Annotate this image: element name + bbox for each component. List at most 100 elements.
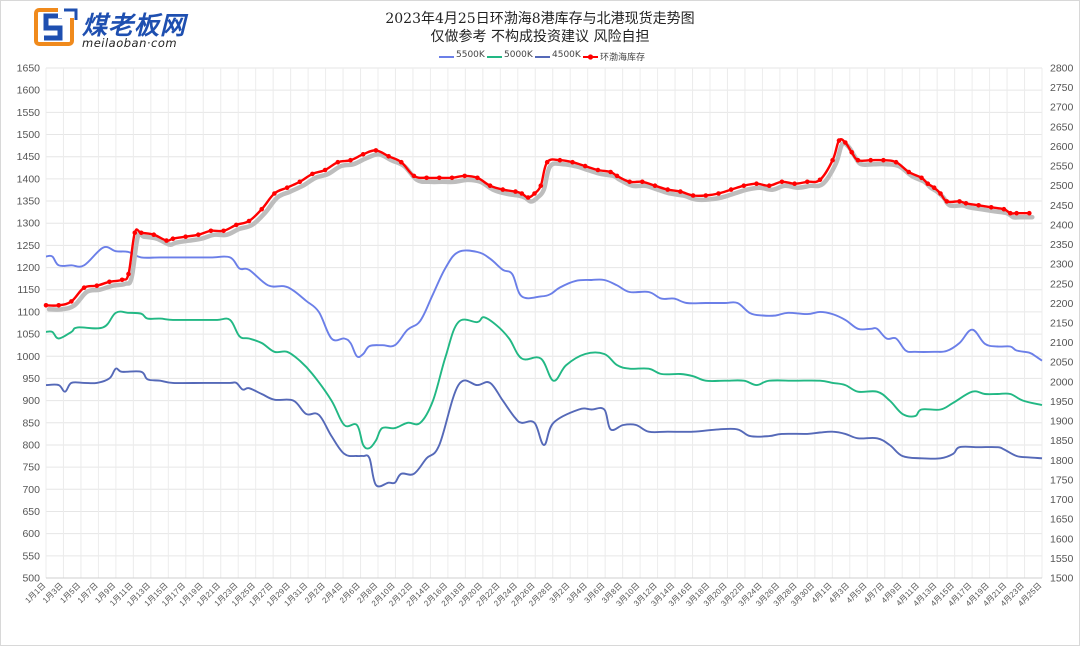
y-tick-label-right: 2450 [1050, 200, 1074, 212]
series-marker-inventory [944, 199, 950, 204]
series-marker-inventory [164, 238, 169, 243]
y-tick-label-left: 1550 [17, 107, 41, 119]
y-tick-label-left: 800 [22, 439, 40, 451]
series-marker-inventory [805, 179, 810, 185]
y-tick-label-right: 1800 [1050, 455, 1074, 467]
series-line-4500k [45, 367, 1043, 488]
series-marker-inventory [988, 205, 994, 210]
y-tick-label-left: 1050 [17, 329, 41, 341]
series-marker-inventory [849, 150, 854, 155]
y-tick-label-left: 900 [22, 395, 40, 407]
series-marker-inventory [81, 285, 87, 291]
logo-mark-icon [34, 8, 78, 46]
series-marker-inventory [487, 183, 493, 188]
series-marker-inventory [703, 193, 709, 198]
series-marker-inventory [449, 175, 455, 181]
y-tick-label-left: 950 [22, 373, 40, 385]
series-marker-inventory [151, 232, 157, 237]
legend-swatch-5500k [439, 56, 454, 58]
series-marker-inventory [360, 152, 366, 157]
series-marker-inventory [906, 169, 912, 175]
series-marker-inventory [196, 232, 201, 237]
series-marker-inventory [728, 187, 734, 192]
y-tick-label-right: 1750 [1050, 474, 1074, 486]
series-marker-inventory [69, 299, 74, 304]
series-marker-inventory [893, 159, 899, 165]
series-marker-inventory [272, 191, 277, 196]
legend-swatch-4500k [535, 56, 550, 58]
logo-text: 煤老板网 [82, 11, 187, 40]
y-tick-label-left: 1300 [17, 218, 41, 230]
series-marker-inventory [513, 189, 518, 194]
x-axis: 1月1日1月3日1月5日1月7日1月9日1月11日1月13日1月15日1月17日… [23, 577, 1043, 608]
y-tick-label-right: 2750 [1050, 82, 1074, 94]
y-tick-label-left: 700 [22, 484, 40, 496]
series-marker-inventory [119, 277, 125, 283]
y-tick-label-right: 2800 [1050, 63, 1074, 75]
y-tick-label-left: 600 [22, 528, 40, 540]
chart-subtitle: 仅做参考 不构成投资建议 风险自担 [430, 29, 650, 45]
chart-grid [45, 67, 1043, 579]
y-tick-label-right: 1550 [1050, 553, 1074, 565]
y-tick-label-right: 2500 [1050, 180, 1074, 192]
y-tick-label-left: 1350 [17, 196, 41, 208]
series-marker-inventory [297, 179, 303, 185]
legend-swatch-inventory [583, 54, 598, 60]
series-marker-inventory [544, 159, 550, 165]
series-marker-inventory [525, 195, 531, 200]
y-tick-label-left: 1000 [17, 351, 41, 363]
series-marker-inventory [1014, 210, 1019, 216]
series-line-5500k [45, 246, 1043, 362]
series-marker-inventory [608, 169, 613, 175]
y-tick-label-right: 2250 [1050, 278, 1074, 290]
y-tick-label-right: 1950 [1050, 396, 1074, 408]
y-tick-label-right: 2100 [1050, 337, 1074, 349]
series-marker-inventory [963, 201, 969, 206]
chart-series [43, 138, 1043, 488]
series-marker-inventory [126, 271, 131, 277]
series-marker-inventory [754, 181, 759, 186]
series-marker-inventory [107, 279, 112, 285]
series-marker-inventory [1027, 210, 1032, 216]
legend-label-inventory: 环渤海库存 [600, 53, 646, 63]
series-line-5000k [45, 310, 1043, 450]
y-tick-label-left: 1450 [17, 151, 41, 163]
series-marker-inventory [716, 191, 721, 196]
series-marker-inventory [627, 179, 632, 185]
series-marker-inventory [183, 234, 188, 239]
series-marker-inventory [373, 148, 379, 153]
series-marker-inventory [665, 187, 670, 192]
series-marker-inventory [246, 218, 252, 224]
y-tick-label-right: 2150 [1050, 318, 1074, 330]
series-marker-inventory [500, 187, 506, 192]
series-marker-inventory [817, 177, 823, 183]
series-marker-inventory [830, 157, 835, 163]
y-tick-label-right: 2350 [1050, 239, 1074, 251]
series-marker-inventory [284, 185, 290, 190]
series-marker-inventory [424, 175, 429, 181]
series-marker-inventory [221, 228, 226, 234]
series-marker-inventory [43, 303, 49, 308]
series-marker-inventory [938, 191, 943, 196]
series-marker-inventory [94, 283, 100, 289]
series-marker-inventory [919, 175, 924, 181]
site-logo[interactable]: 煤老板网 meilaoban·com [34, 8, 234, 52]
y-tick-label-right: 1500 [1050, 573, 1074, 585]
series-marker-inventory [792, 181, 797, 186]
y-tick-label-right: 2300 [1050, 259, 1074, 271]
series-marker-inventory [640, 179, 645, 185]
y-tick-label-left: 1650 [17, 63, 41, 75]
series-marker-inventory [462, 173, 468, 179]
series-marker-inventory [868, 157, 873, 163]
y-tick-label-right: 1700 [1050, 494, 1074, 506]
series-marker-inventory [595, 167, 601, 173]
y-tick-label-left: 650 [22, 506, 40, 518]
series-marker-inventory [766, 183, 772, 188]
y-tick-label-right: 2200 [1050, 298, 1074, 310]
series-marker-inventory [652, 183, 658, 188]
y-axis-left: 500 550 600 650 700 750 800 850 900 950 1000 1050 11… [17, 63, 41, 585]
series-marker-inventory [386, 154, 391, 159]
series-marker-inventory [678, 189, 683, 194]
y-tick-label-left: 1200 [17, 262, 41, 274]
y-tick-label-right: 2700 [1050, 102, 1074, 114]
